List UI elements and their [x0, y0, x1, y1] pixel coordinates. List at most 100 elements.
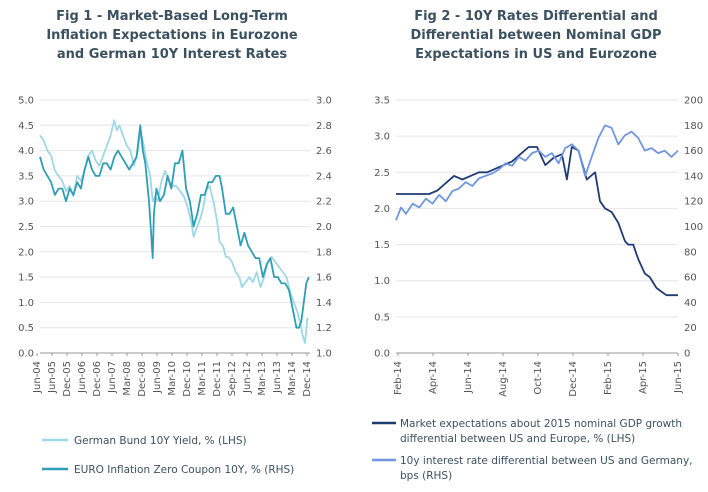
x-axis-tick-label: Dec-05: [62, 361, 73, 397]
chart-1-left-axis-ticks: 0.0 0.5 1.0 1.5 2.0 2.5 3.0 3.5 4.0 4.5 5.0: [18, 96, 34, 360]
x-axis-tick-label: Jun-12: [242, 361, 253, 394]
left-axis-tick-label: 3.0: [18, 197, 34, 208]
x-axis-tick-label: Feb-14: [393, 361, 404, 395]
chart-1-title-line-3: and German 10Y Interest Rates: [57, 47, 288, 62]
x-axis-tick-label: Dec-14: [568, 361, 579, 397]
right-axis-tick-label: 2.0: [316, 222, 332, 233]
x-axis-tick-label: Jun-05: [47, 361, 58, 394]
right-axis-tick-label: 20: [684, 323, 697, 334]
chart-2-series: [395, 124, 679, 297]
series-line-0: [396, 146, 678, 297]
right-axis-tick-label: 120: [684, 197, 703, 208]
right-axis-tick-label: 140: [684, 171, 703, 182]
x-axis-tick-label: Jun-09: [152, 361, 163, 394]
x-axis-tick-label: Feb-15: [603, 361, 614, 395]
right-axis-tick-label: 160: [684, 146, 703, 157]
right-axis-tick-label: 2.2: [316, 197, 332, 208]
right-axis-tick-label: 200: [684, 96, 703, 107]
right-axis-tick-label: 3.0: [316, 96, 332, 107]
x-axis-tick-label: Jun-13: [272, 361, 283, 394]
x-axis-tick-label: Apr-15: [638, 361, 649, 394]
right-axis-tick-label: 80: [684, 247, 697, 258]
left-axis-tick-label: 1.0: [18, 298, 34, 309]
left-axis-tick-label: 1.5: [18, 273, 34, 284]
chart-1-legend-label-bund: German Bund 10Y Yield, % (LHS): [74, 435, 247, 447]
chart-2-title-line-2: Differential between Nominal GDP: [410, 28, 661, 43]
x-axis-tick-label: Dec-10: [182, 361, 193, 397]
right-axis-tick-label: 40: [684, 298, 697, 309]
x-axis-tick-label: Aug-14: [498, 361, 509, 397]
x-axis-tick-label: Jun-07: [107, 361, 118, 394]
chart-2-legend-label-rates-line-1: 10y interest rate differential between U…: [400, 455, 693, 467]
chart-2-title-line-3: Expectations in US and Eurozone: [415, 47, 657, 62]
chart-1-right-axis-ticks: 1.0 1.2 1.4 1.6 1.8 2.0 2.2 2.4 2.6 2.8 3.0: [316, 96, 332, 360]
chart-2-gridlines: [396, 99, 678, 318]
chart-1: Fig 1 - Market-Based Long-Term Inflation…: [18, 9, 332, 476]
right-axis-tick-label: 2.4: [316, 171, 332, 182]
x-axis-tick-label: Apr-14: [428, 361, 439, 394]
left-axis-tick-label: 0.0: [374, 349, 390, 360]
chart-2-left-axis-ticks: 0.0 0.5 1.0 1.5 2.0 2.5 3.0 3.5: [374, 96, 390, 360]
left-axis-tick-label: 3.5: [374, 96, 390, 107]
x-axis-tick-label: Jun-15: [673, 361, 684, 394]
chart-1-legend-label-inflation: EURO Inflation Zero Coupon 10Y, % (RHS): [74, 464, 294, 476]
series-line-1: [395, 124, 679, 221]
x-axis-tick-label: Dec-08: [137, 361, 148, 397]
x-axis-tick-label: Jun-04: [32, 361, 43, 394]
right-axis-tick-label: 1.0: [316, 349, 332, 360]
x-axis-tick-label: Mar-14: [287, 361, 298, 396]
chart-2: Fig 2 - 10Y Rates Differential and Diffe…: [372, 9, 703, 482]
left-axis-tick-label: 5.0: [18, 96, 34, 107]
left-axis-tick-label: 0.5: [18, 323, 34, 334]
left-axis-tick-label: 2.5: [18, 222, 34, 233]
left-axis-tick-label: 4.5: [18, 121, 34, 132]
right-axis-tick-label: 1.6: [316, 273, 332, 284]
chart-1-title-line-2: Inflation Expectations in Eurozone: [46, 28, 298, 43]
left-axis-tick-label: 1.0: [374, 276, 390, 287]
left-axis-tick-label: 0.0: [18, 349, 34, 360]
series-line-0: [39, 119, 309, 344]
chart-2-right-axis-ticks: 0 20 40 60 80 100 120 140 160 180 200: [684, 96, 703, 360]
x-axis-tick-label: Dec-06: [92, 361, 103, 397]
left-axis-tick-label: 2.5: [374, 168, 390, 179]
left-axis-tick-label: 3.0: [374, 132, 390, 143]
left-axis-tick-label: 2.0: [18, 247, 34, 258]
right-axis-tick-label: 1.2: [316, 323, 332, 334]
x-axis-tick-label: Mar-13: [257, 361, 268, 396]
chart-1-series: [39, 119, 310, 344]
right-axis-tick-label: 60: [684, 273, 697, 284]
left-axis-tick-label: 1.5: [374, 240, 390, 251]
chart-1-legend: German Bund 10Y Yield, % (LHS) EURO Infl…: [42, 435, 294, 476]
x-axis-tick-label: Oct-14: [533, 361, 544, 395]
x-axis-tick-label: Jun-06: [77, 361, 88, 394]
right-axis-tick-label: 2.8: [316, 121, 332, 132]
chart-2-legend-label-gdp-line-2: differential between US and Europe, % (L…: [400, 433, 635, 445]
x-axis-tick-label: Dec-14: [302, 361, 313, 397]
right-axis-tick-label: 2.6: [316, 146, 332, 157]
left-axis-tick-label: 0.5: [374, 312, 390, 323]
chart-2-x-axis-ticks: Feb-14 Apr-14 Jun-14 Aug-14 Oct-14 Dec-14 Feb-…: [393, 353, 684, 397]
right-axis-tick-label: 1.8: [316, 247, 332, 258]
left-axis-tick-label: 4.0: [18, 146, 34, 157]
chart-2-title-line-1: Fig 2 - 10Y Rates Differential and: [414, 9, 658, 24]
left-axis-tick-label: 3.5: [18, 171, 34, 182]
series-line-1: [39, 124, 310, 329]
right-axis-tick-label: 180: [684, 121, 703, 132]
x-axis-tick-label: Mar-08: [122, 361, 133, 396]
chart-1-title-line-1: Fig 1 - Market-Based Long-Term: [56, 9, 288, 24]
right-axis-tick-label: 1.4: [316, 298, 332, 309]
x-axis-tick-label: Jun-14: [463, 361, 474, 394]
left-axis-tick-label: 2.0: [374, 204, 390, 215]
right-axis-tick-label: 0: [684, 349, 690, 360]
x-axis-tick-label: Mar-11: [197, 361, 208, 396]
chart-2-legend-label-rates-line-2: bps (RHS): [400, 470, 452, 482]
chart-2-legend: Market expectations about 2015 nominal G…: [372, 418, 693, 482]
chart-1-x-axis-ticks: Jun-04 Jun-05 Dec-05 Jun-06 Dec-06 Jun-07 Mar-…: [32, 353, 313, 397]
x-axis-tick-label: Mar-10: [167, 361, 178, 396]
x-axis-tick-label: Dec-11: [212, 361, 223, 397]
right-axis-tick-label: 100: [684, 222, 703, 233]
x-axis-tick-label: Sep-12: [227, 361, 238, 396]
chart-2-legend-label-gdp-line-1: Market expectations about 2015 nominal G…: [400, 418, 682, 430]
chart-1-gridlines: [40, 99, 310, 329]
